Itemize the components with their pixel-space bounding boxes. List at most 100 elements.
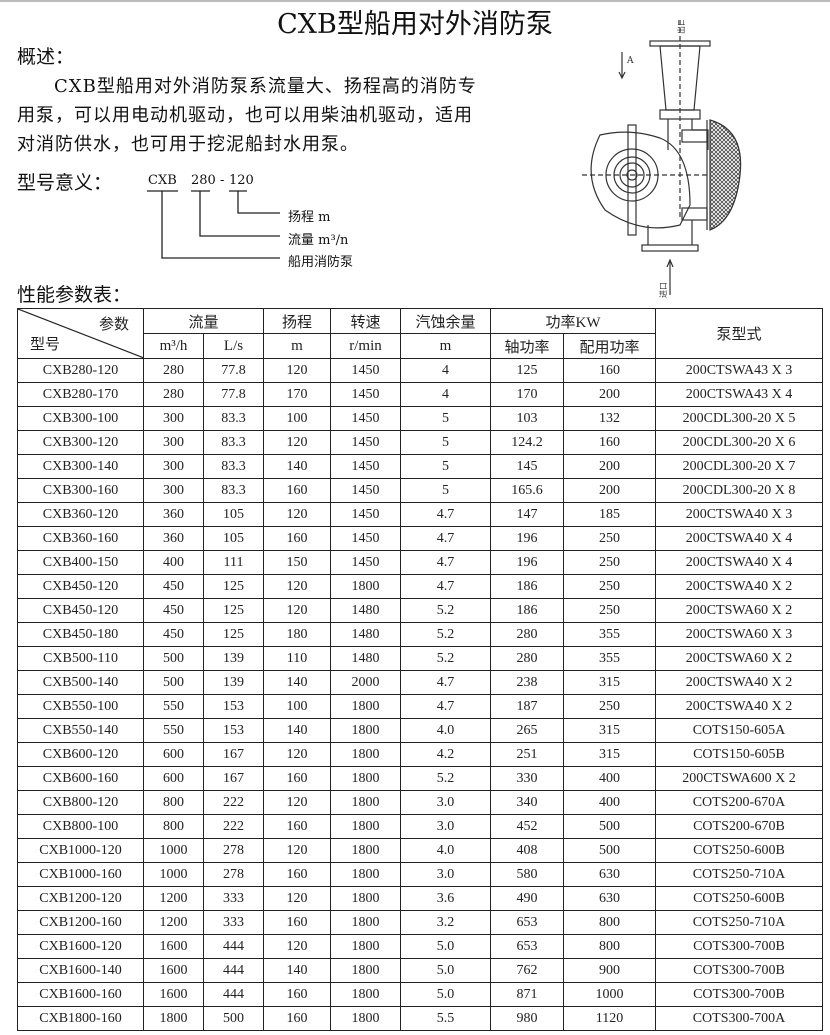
cell-pump-type: COTS200-670A xyxy=(655,790,823,815)
cell-speed: 2000 xyxy=(330,670,401,695)
cell-model: CXB1200-160 xyxy=(17,910,144,935)
cell-rated-power: 250 xyxy=(563,574,656,599)
cell-pump-type: COTS300-700A xyxy=(655,1006,823,1031)
model-code-leader-lines xyxy=(147,190,280,259)
cell-npsh: 4 xyxy=(400,382,491,407)
cell-speed: 1800 xyxy=(330,838,401,863)
cell-rated-power: 250 xyxy=(563,550,656,575)
cell-speed: 1450 xyxy=(330,430,401,455)
cell-flow-ls: 153 xyxy=(203,718,264,743)
cell-model: CXB280-120 xyxy=(17,358,144,383)
cell-speed: 1480 xyxy=(330,598,401,623)
cell-flow-ls: 500 xyxy=(203,1006,264,1031)
cell-flow-ls: 333 xyxy=(203,886,264,911)
cell-rated-power: 400 xyxy=(563,790,656,815)
cell-speed: 1480 xyxy=(330,646,401,671)
cell-model: CXB600-160 xyxy=(17,766,144,791)
table-row: CXB450-120 450 125 120 1800 4.7 186 250 200CTSWA… xyxy=(17,574,823,599)
cell-flow-ls: 444 xyxy=(203,958,264,983)
cell-shaft-power: 145 xyxy=(490,454,564,479)
table-row: CXB280-120 280 77.8 120 1450 4 125 160 200CTSWA4… xyxy=(17,358,823,383)
cell-head: 120 xyxy=(263,574,331,599)
cell-rated-power: 500 xyxy=(563,838,656,863)
cell-flow-ls: 222 xyxy=(203,814,264,839)
cell-head: 140 xyxy=(263,718,331,743)
cell-flow-m3h: 550 xyxy=(143,694,204,719)
cell-flow-m3h: 360 xyxy=(143,526,204,551)
cell-flow-m3h: 550 xyxy=(143,718,204,743)
cell-speed: 1800 xyxy=(330,742,401,767)
cell-speed: 1450 xyxy=(330,358,401,383)
cell-flow-ls: 139 xyxy=(203,646,264,671)
cell-flow-ls: 222 xyxy=(203,790,264,815)
cell-npsh: 5.2 xyxy=(400,766,491,791)
cell-head: 120 xyxy=(263,430,331,455)
cell-speed: 1800 xyxy=(330,862,401,887)
arrow-label-a: A xyxy=(626,56,634,66)
table-row: CXB800-100 800 222 160 1800 3.0 452 500 COTS200-… xyxy=(17,814,823,839)
cell-rated-power: 355 xyxy=(563,622,656,647)
cell-flow-ls: 444 xyxy=(203,982,264,1007)
cell-model: CXB360-120 xyxy=(17,502,144,527)
cell-shaft-power: 408 xyxy=(490,838,564,863)
header-flow-m3h: m³/h xyxy=(143,333,204,359)
cell-flow-m3h: 300 xyxy=(143,430,204,455)
cell-flow-m3h: 300 xyxy=(143,478,204,503)
cell-npsh: 3.0 xyxy=(400,862,491,887)
header-npsh-unit: m xyxy=(400,333,491,359)
cell-flow-m3h: 800 xyxy=(143,814,204,839)
cell-shaft-power: 238 xyxy=(490,670,564,695)
cell-flow-m3h: 800 xyxy=(143,790,204,815)
label-head: 扬程 m xyxy=(288,210,331,225)
cell-flow-m3h: 1600 xyxy=(143,958,204,983)
cell-pump-type: COTS300-700B xyxy=(655,982,823,1007)
table-row: CXB450-120 450 125 120 1480 5.2 186 250 200CTSWA… xyxy=(17,598,823,623)
cell-flow-ls: 83.3 xyxy=(203,430,264,455)
cell-npsh: 3.2 xyxy=(400,910,491,935)
cell-flow-m3h: 280 xyxy=(143,358,204,383)
cell-npsh: 4.7 xyxy=(400,550,491,575)
cell-shaft-power: 490 xyxy=(490,886,564,911)
cell-pump-type: 200CTSWA60 X 2 xyxy=(655,598,823,623)
cell-shaft-power: 762 xyxy=(490,958,564,983)
cell-speed: 1800 xyxy=(330,790,401,815)
cell-flow-m3h: 1600 xyxy=(143,934,204,959)
cell-model: CXB600-120 xyxy=(17,742,144,767)
cell-npsh: 5.0 xyxy=(400,934,491,959)
cell-head: 100 xyxy=(263,406,331,431)
cell-speed: 1800 xyxy=(330,886,401,911)
table-row: CXB1600-160 1600 444 160 1800 5.0 871 1000 COTS3… xyxy=(17,982,823,1007)
cell-model: CXB1600-140 xyxy=(17,958,144,983)
cell-npsh: 4 xyxy=(400,358,491,383)
cell-flow-ls: 444 xyxy=(203,934,264,959)
cell-model: CXB360-160 xyxy=(17,526,144,551)
cell-flow-m3h: 1000 xyxy=(143,862,204,887)
cell-flow-ls: 125 xyxy=(203,598,264,623)
cell-head: 160 xyxy=(263,910,331,935)
cell-flow-ls: 83.3 xyxy=(203,478,264,503)
table-row: CXB1600-140 1600 444 140 1800 5.0 762 900 COTS30… xyxy=(17,958,823,983)
cell-model: CXB450-180 xyxy=(17,622,144,647)
table-row: CXB500-140 500 139 140 2000 4.7 238 315 200CTSWA… xyxy=(17,670,823,695)
table-row: CXB280-170 280 77.8 170 1450 4 170 200 200CTSWA4… xyxy=(17,382,823,407)
cell-rated-power: 250 xyxy=(563,526,656,551)
cell-pump-type: 200CTSWA600 X 2 xyxy=(655,766,823,791)
table-row: CXB1000-120 1000 278 120 1800 4.0 408 500 COTS25… xyxy=(17,838,823,863)
cell-pump-type: 200CDL300-20 X 8 xyxy=(655,478,823,503)
label-flow: 流量 m³/n xyxy=(288,233,349,248)
cell-pump-type: COTS300-700B xyxy=(655,958,823,983)
cell-pump-type: 200CTSWA43 X 4 xyxy=(655,382,823,407)
cell-npsh: 3.0 xyxy=(400,814,491,839)
cell-npsh: 5.2 xyxy=(400,646,491,671)
cell-shaft-power: 452 xyxy=(490,814,564,839)
cell-flow-ls: 77.8 xyxy=(203,358,264,383)
cell-pump-type: 200CTSWA40 X 2 xyxy=(655,670,823,695)
cell-rated-power: 160 xyxy=(563,358,656,383)
cell-speed: 1800 xyxy=(330,982,401,1007)
cell-speed: 1800 xyxy=(330,958,401,983)
cell-flow-ls: 167 xyxy=(203,742,264,767)
cell-head: 120 xyxy=(263,358,331,383)
cell-shaft-power: 280 xyxy=(490,622,564,647)
cell-pump-type: COTS250-600B xyxy=(655,838,823,863)
cell-model: CXB550-140 xyxy=(17,718,144,743)
